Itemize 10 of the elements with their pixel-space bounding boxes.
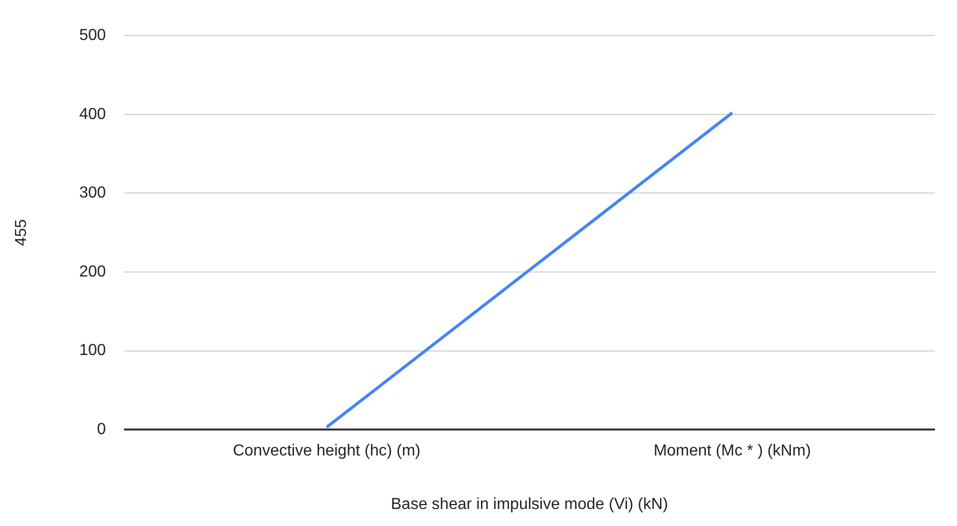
x-axis-title: Base shear in impulsive mode (Vi) (kN) [390, 496, 668, 513]
y-tick-label: 400 [79, 106, 106, 123]
y-tick-label: 200 [79, 263, 106, 280]
y-tick-label: 100 [79, 342, 106, 360]
y-tick-label: 500 [79, 27, 106, 44]
y-tick-label: 0 [96, 421, 106, 438]
y-axis-title: 455 [13, 219, 30, 246]
x-tick-label: Moment (Mc * ) (kNm) [654, 442, 811, 460]
x-tick-label: Convective height (hc) (m) [232, 442, 420, 460]
y-tick-label: 300 [79, 184, 106, 202]
